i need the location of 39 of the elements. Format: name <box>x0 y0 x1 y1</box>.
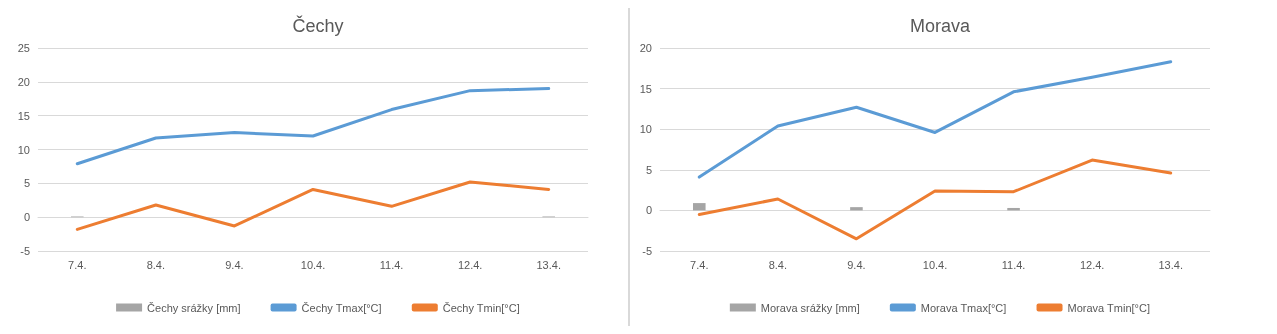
legend-label: Čechy Tmin[°C] <box>442 301 520 314</box>
y-tick-label: 5 <box>23 177 30 190</box>
x-tick-label: 10.4. <box>922 258 948 271</box>
y-tick-label: 25 <box>17 42 30 54</box>
y-tick-label: 10 <box>17 143 30 156</box>
x-tick-label: 7.4. <box>68 258 87 271</box>
line-series <box>75 87 551 166</box>
legend-label: Čechy Tmax[°C] <box>301 301 382 314</box>
legend-label: Čechy srážky [mm] <box>147 301 241 314</box>
x-tick-label: 13.4. <box>1158 258 1183 271</box>
y-tick-label: 0 <box>645 204 652 217</box>
x-tick-label: 9.4. <box>847 258 866 271</box>
chart-title: Čechy <box>292 15 344 36</box>
x-tick-label: 8.4. <box>768 258 788 271</box>
y-tick-label: 10 <box>639 123 652 136</box>
x-tick-label: 12.4. <box>1079 258 1105 271</box>
x-tick-label: 11.4. <box>379 258 404 271</box>
y-tick-label: 20 <box>639 42 652 54</box>
y-tick-label: 5 <box>645 163 652 176</box>
x-tick-label: 12.4. <box>457 258 483 271</box>
line-series <box>697 60 1173 179</box>
x-tick-label: 13.4. <box>536 258 561 271</box>
x-tick-label: 8.4. <box>146 258 166 271</box>
line-series <box>75 180 551 231</box>
x-tick-label: 10.4. <box>300 258 326 271</box>
x-tick-label: 11.4. <box>1001 258 1026 271</box>
line-series <box>697 158 1173 241</box>
legend-label: Morava Tmin[°C] <box>1067 301 1150 314</box>
x-tick-label: 9.4. <box>225 258 244 271</box>
x-tick-label: 7.4. <box>690 258 709 271</box>
y-tick-label: 15 <box>639 82 652 95</box>
y-tick-label: 15 <box>17 109 30 122</box>
y-tick-label: 20 <box>17 75 30 88</box>
chart-title: Morava <box>909 16 971 36</box>
y-tick-label: -5 <box>642 245 652 257</box>
legend-label: Morava Tmax[°C] <box>920 301 1007 314</box>
legend-label: Morava srážky [mm] <box>760 301 860 314</box>
y-tick-label: 0 <box>23 211 30 224</box>
y-tick-label: -5 <box>20 245 30 257</box>
